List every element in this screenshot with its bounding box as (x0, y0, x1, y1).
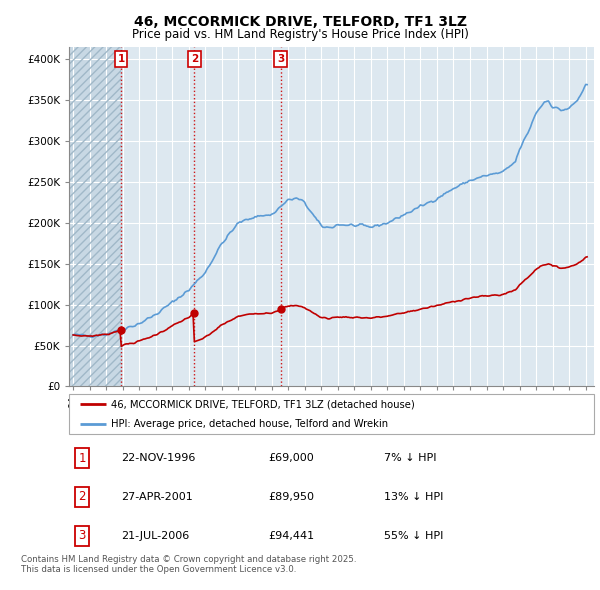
Text: 13% ↓ HPI: 13% ↓ HPI (384, 492, 443, 502)
Text: 7% ↓ HPI: 7% ↓ HPI (384, 453, 437, 463)
Text: 27-APR-2001: 27-APR-2001 (121, 492, 193, 502)
Text: 1: 1 (118, 54, 125, 64)
Text: Contains HM Land Registry data © Crown copyright and database right 2025.
This d: Contains HM Land Registry data © Crown c… (21, 555, 356, 574)
Text: £89,950: £89,950 (269, 492, 314, 502)
Text: 2: 2 (191, 54, 198, 64)
Text: 55% ↓ HPI: 55% ↓ HPI (384, 531, 443, 540)
Text: 3: 3 (79, 529, 86, 542)
FancyBboxPatch shape (69, 394, 594, 434)
Text: Price paid vs. HM Land Registry's House Price Index (HPI): Price paid vs. HM Land Registry's House … (131, 28, 469, 41)
Text: £69,000: £69,000 (269, 453, 314, 463)
Bar (69, 47, 121, 386)
Bar (69, 47, 121, 386)
Text: 22-NOV-1996: 22-NOV-1996 (121, 453, 196, 463)
Text: HPI: Average price, detached house, Telford and Wrekin: HPI: Average price, detached house, Telf… (111, 419, 388, 428)
Text: 46, MCCORMICK DRIVE, TELFORD, TF1 3LZ (detached house): 46, MCCORMICK DRIVE, TELFORD, TF1 3LZ (d… (111, 399, 415, 409)
Text: 2: 2 (79, 490, 86, 503)
Text: 3: 3 (277, 54, 284, 64)
Text: 46, MCCORMICK DRIVE, TELFORD, TF1 3LZ: 46, MCCORMICK DRIVE, TELFORD, TF1 3LZ (133, 15, 467, 29)
Text: 1: 1 (79, 452, 86, 465)
Text: £94,441: £94,441 (269, 531, 314, 540)
Text: 21-JUL-2006: 21-JUL-2006 (121, 531, 190, 540)
